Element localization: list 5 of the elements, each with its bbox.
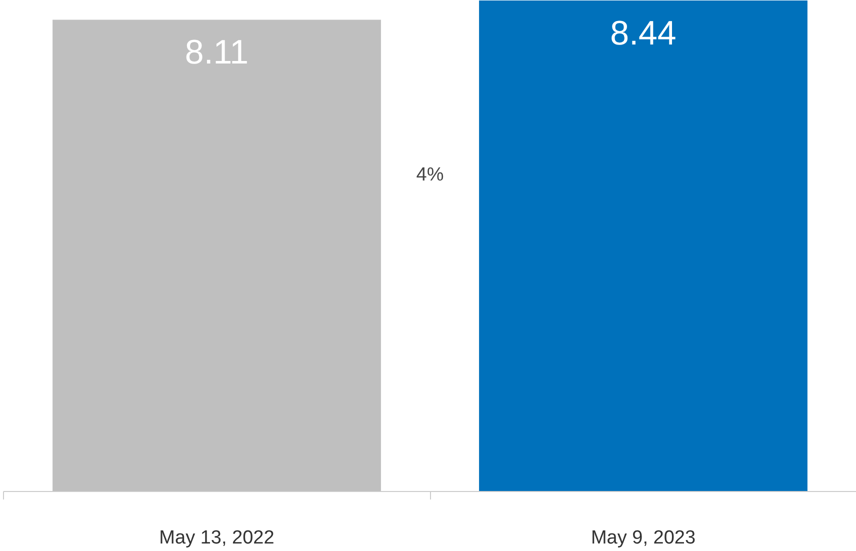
data-label: 8.44	[610, 14, 676, 52]
annotation: 4%	[416, 164, 444, 186]
data-label: 8.11	[184, 34, 249, 72]
x-tick-label: May 9, 2023	[590, 528, 696, 548]
x-tick-label: May 13, 2022	[159, 528, 274, 548]
